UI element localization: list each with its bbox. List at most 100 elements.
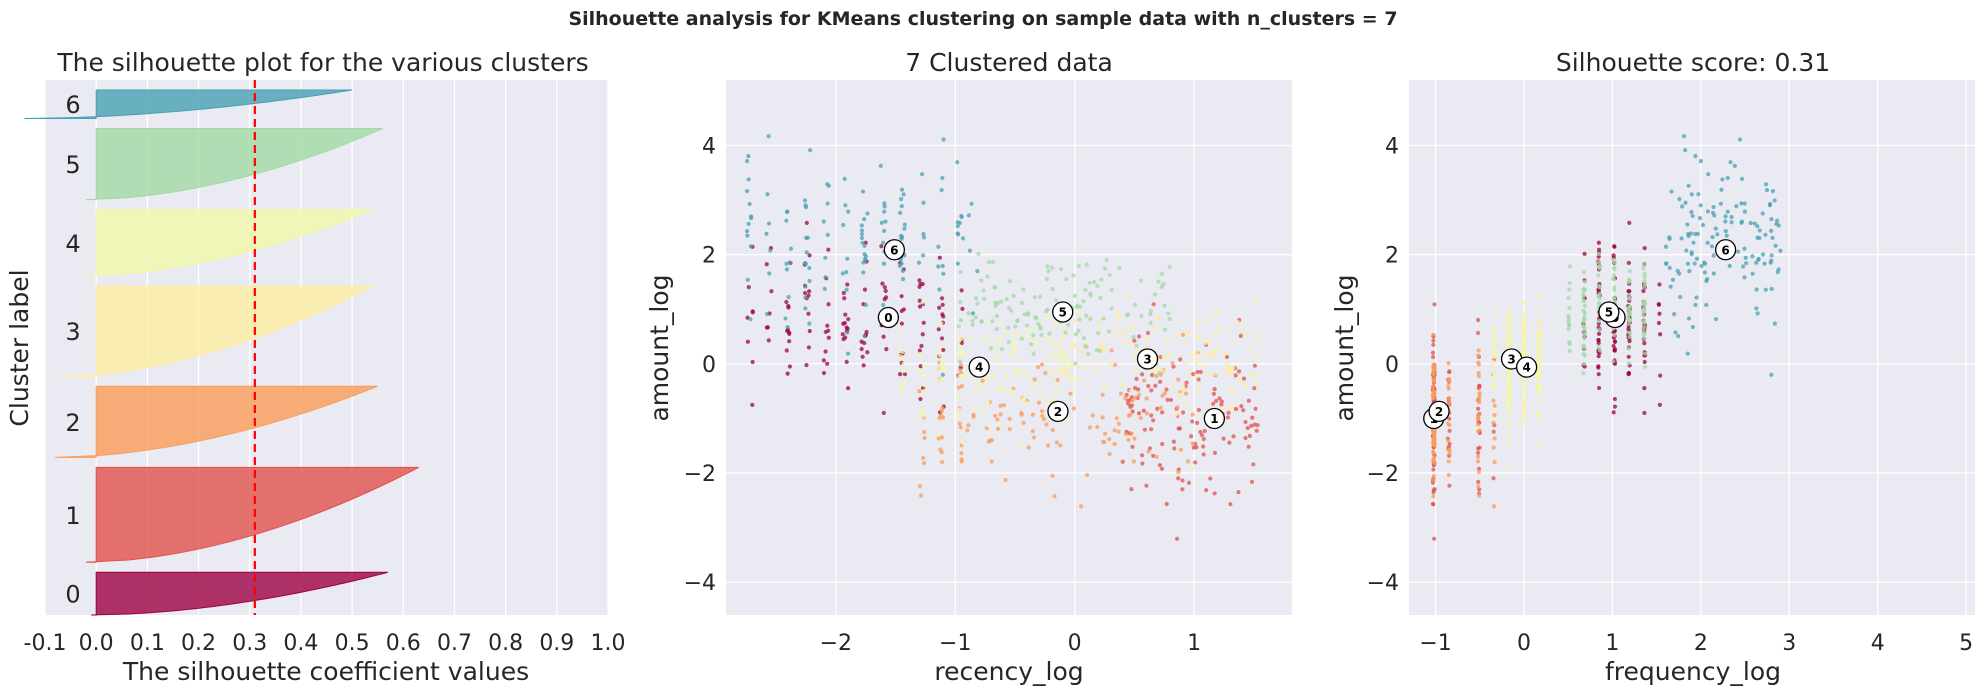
scatter-point-cluster-4 <box>1507 386 1512 392</box>
cluster-center-label: 5 <box>1605 306 1613 320</box>
scatter-point-cluster-4 <box>986 400 991 405</box>
scatter-point-cluster-6 <box>1667 235 1672 240</box>
scatter-point-cluster-0 <box>1656 302 1662 307</box>
scatter-point-cluster-1 <box>1255 423 1260 428</box>
scatter-point-cluster-3 <box>1115 309 1120 314</box>
scatter-point-cluster-6 <box>955 160 960 165</box>
scatter-point-cluster-1 <box>1120 459 1125 464</box>
scatter-point-cluster-1 <box>1136 411 1142 416</box>
scatter-point-cluster-4 <box>983 404 989 409</box>
scatter-point-cluster-4 <box>937 353 942 358</box>
scatter-point-cluster-3 <box>1186 370 1192 375</box>
scatter-point-cluster-4 <box>1047 367 1053 372</box>
silhouette-cluster-label: 3 <box>65 318 80 346</box>
scatter-point-cluster-4 <box>922 383 927 388</box>
scatter-point-cluster-3 <box>1203 318 1208 324</box>
scatter-point-cluster-3 <box>1521 417 1526 422</box>
scatter-point-cluster-5 <box>1627 318 1632 323</box>
scatter-point-cluster-3 <box>1256 355 1261 361</box>
scatter-point-cluster-5 <box>986 260 991 265</box>
scatter-point-cluster-1 <box>1236 369 1242 374</box>
scatter-point-cluster-3 <box>1116 314 1122 319</box>
cluster-center-marker <box>1428 400 1450 423</box>
scatter-point-cluster-6 <box>1769 228 1774 233</box>
scatter-point-cluster-2 <box>1036 400 1042 405</box>
scatter-point-cluster-6 <box>1694 295 1699 300</box>
scatter-point-cluster-2 <box>1170 360 1175 366</box>
scatter-point-cluster-2 <box>1476 374 1481 379</box>
scatter-point-cluster-0 <box>881 334 886 339</box>
scatter-point-cluster-4 <box>1033 339 1038 344</box>
scatter-point-cluster-4 <box>1536 390 1542 396</box>
scatter-point-cluster-2 <box>1447 400 1452 405</box>
scatter-point-cluster-1 <box>1245 425 1250 431</box>
scatter-point-cluster-2 <box>1050 473 1055 478</box>
scatter-point-cluster-6 <box>1775 270 1780 275</box>
scatter-point-cluster-5 <box>1642 364 1648 369</box>
scatter-point-cluster-5 <box>1581 370 1586 376</box>
scatter-point-cluster-3 <box>1077 349 1082 354</box>
scatter-point-cluster-2 <box>958 362 964 367</box>
scatter-point-cluster-5 <box>1064 276 1069 282</box>
scatter-point-cluster-4 <box>1026 334 1031 340</box>
scatter-point-cluster-6 <box>1672 311 1677 317</box>
scatter-point-cluster-6 <box>1755 224 1760 229</box>
scatter-point-cluster-5 <box>1088 293 1093 298</box>
scatter-point-cluster-6 <box>766 134 771 139</box>
scatter-point-cluster-6 <box>899 236 904 241</box>
scatter-point-cluster-6 <box>967 248 972 253</box>
scatter-point-cluster-1 <box>1208 476 1213 481</box>
scatter-point-cluster-0 <box>804 220 809 225</box>
scatter-point-cluster-5 <box>1642 324 1647 330</box>
scatter-point-cluster-4 <box>1062 326 1067 331</box>
scatter-point-cluster-5 <box>1037 294 1043 299</box>
scatter-point-cluster-2 <box>1118 391 1124 396</box>
scatter-point-cluster-2 <box>1032 377 1037 382</box>
scatter-point-cluster-2 <box>1071 406 1076 411</box>
y-tick-label: 4 <box>1385 135 1399 160</box>
scatter-point-cluster-0 <box>825 361 830 366</box>
scatter-point-cluster-3 <box>1128 388 1133 393</box>
scatter-point-cluster-3 <box>1174 412 1179 417</box>
scatter-point-cluster-2 <box>1447 451 1452 456</box>
silhouette-fill-cluster-0 <box>91 571 389 616</box>
scatter-point-cluster-2 <box>1123 395 1128 401</box>
scatter-point-cluster-2 <box>937 416 942 421</box>
scatter-point-cluster-2 <box>1431 439 1436 445</box>
scatter-point-cluster-0 <box>859 346 864 352</box>
scatter-point-cluster-6 <box>1705 209 1711 214</box>
scatter-point-cluster-6 <box>1682 134 1687 139</box>
scatter-point-cluster-3 <box>1101 348 1106 353</box>
scatter-point-cluster-1 <box>1142 427 1148 432</box>
scatter-point-cluster-1 <box>1212 450 1218 455</box>
scatter-point-cluster-5 <box>958 300 963 305</box>
scatter-point-cluster-6 <box>863 302 868 307</box>
scatter-point-cluster-3 <box>1152 325 1157 330</box>
scatter-point-cluster-3 <box>1126 294 1131 300</box>
scatter-point-cluster-4 <box>920 413 925 418</box>
scatter-point-cluster-6 <box>1770 189 1776 194</box>
scatter-point-cluster-3 <box>1537 319 1542 325</box>
scatter-point-cluster-2 <box>992 413 998 418</box>
scatter-point-cluster-5 <box>975 301 980 306</box>
cluster-center-marker <box>1136 348 1159 370</box>
scatter-point-cluster-1 <box>1246 398 1251 403</box>
scatter-point-cluster-4 <box>1521 315 1526 320</box>
scatter-point-cluster-6 <box>1711 205 1716 210</box>
scatter-point-cluster-0 <box>918 364 923 369</box>
scatter-point-cluster-5 <box>1156 279 1161 284</box>
scatter-point-cluster-0 <box>1642 245 1647 251</box>
scatter-point-cluster-3 <box>1491 365 1496 371</box>
scatter-point-cluster-5 <box>1567 348 1573 353</box>
scatter-point-cluster-3 <box>1213 372 1218 377</box>
scatter-point-cluster-1 <box>1225 415 1231 420</box>
cluster-center-marker <box>883 239 906 261</box>
scatter-point-cluster-5 <box>1626 346 1631 351</box>
scatter-point-cluster-6 <box>1689 209 1694 215</box>
scatter-point-cluster-4 <box>901 361 906 367</box>
scatter-point-cluster-4 <box>980 386 985 392</box>
x-tick-label: −1 <box>1419 631 1451 656</box>
scatter-point-cluster-3 <box>1491 330 1496 335</box>
scatter-point-cluster-4 <box>1522 406 1527 412</box>
scatter-point-cluster-3 <box>1522 398 1527 403</box>
